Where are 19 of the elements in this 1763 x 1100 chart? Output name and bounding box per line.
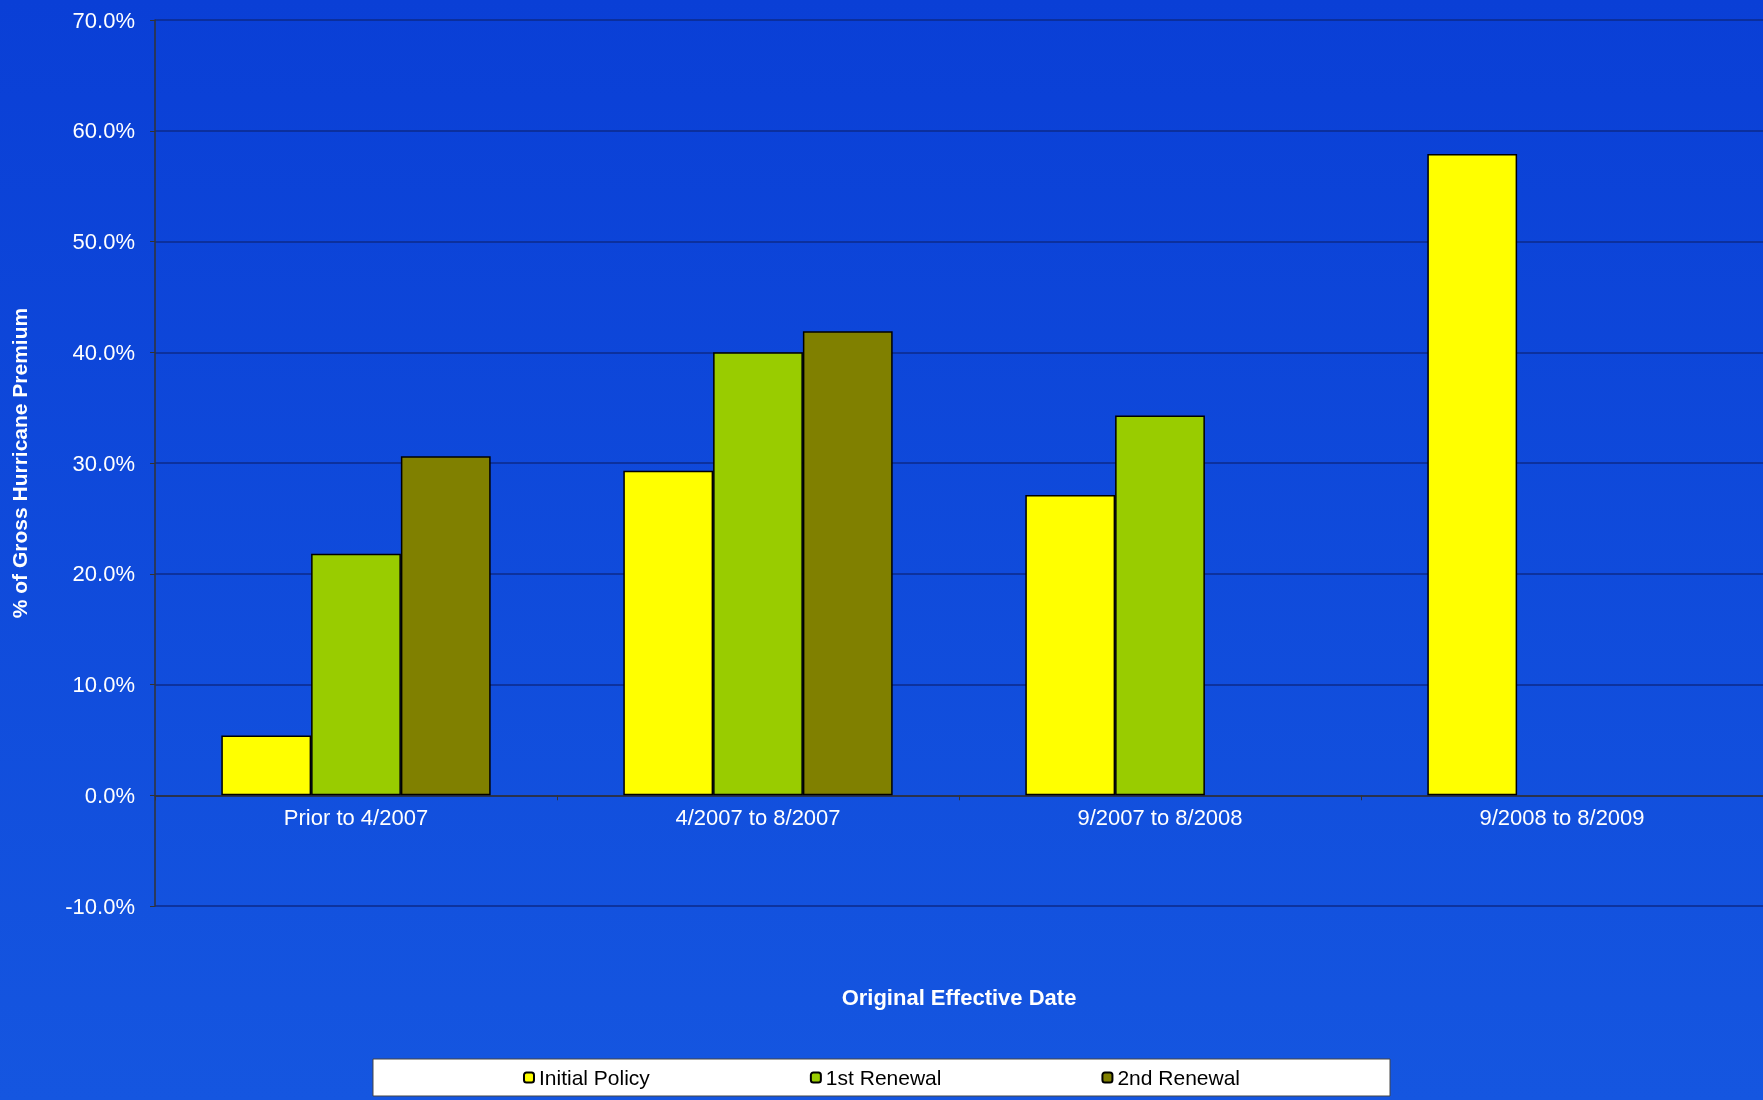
- y-tick-label: 50.0%: [72, 229, 135, 254]
- legend-label: 2nd Renewal: [1117, 1066, 1241, 1089]
- y-tick-label: 20.0%: [72, 561, 135, 587]
- bar: [1427, 154, 1518, 796]
- x-tick-label: Prior to 4/2007: [283, 804, 429, 830]
- y-tick-label: 70.0%: [72, 7, 135, 33]
- y-tick-label: -10.0%: [65, 893, 135, 919]
- x-axis-title: Original Effective Date: [841, 984, 1077, 1010]
- x-tick-label: 4/2007 to 8/2007: [675, 804, 841, 830]
- y-tick-label: 0.0%: [84, 782, 135, 808]
- x-tick-label: 9/2007 to 8/2008: [1077, 804, 1243, 830]
- y-axis-title: % of Gross Hurricane Premium: [8, 307, 31, 619]
- y-tick-label: 10.0%: [72, 672, 135, 697]
- y-tick-label: 60.0%: [72, 118, 135, 144]
- y-tick-label: 40.0%: [72, 339, 135, 365]
- legend-label: 1st Renewal: [825, 1066, 942, 1089]
- y-tick-label: 30.0%: [72, 450, 135, 476]
- legend-label: Initial Policy: [538, 1066, 651, 1089]
- x-tick-label: 9/2008 to 8/2009: [1479, 804, 1645, 830]
